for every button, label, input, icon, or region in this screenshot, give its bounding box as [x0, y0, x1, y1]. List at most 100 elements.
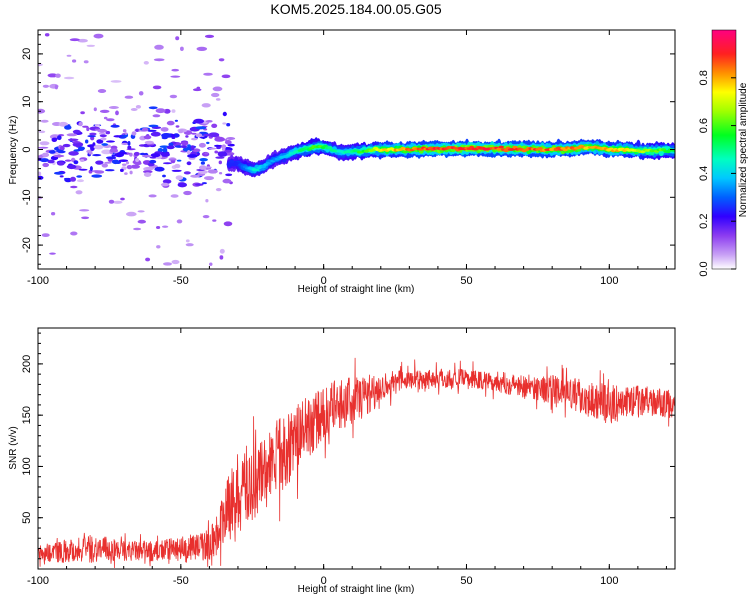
spectrogram-patch — [122, 129, 127, 133]
spectrogram-patch — [101, 149, 112, 155]
spectrogram-patch — [149, 159, 157, 164]
spectrogram-patch — [47, 159, 55, 164]
spectrogram-patch — [99, 132, 106, 135]
colorbar-ticks: 0.0 0.2 0.4 0.6 0.8 — [698, 70, 736, 277]
spectrogram-patch — [178, 130, 183, 134]
spectrogram-patch — [170, 75, 181, 78]
spectrogram-patch — [214, 136, 225, 142]
spectrogram-patch — [175, 36, 180, 41]
spectrogram-ridge-segment — [254, 168, 260, 172]
spectrogram-patch — [93, 107, 97, 112]
colorbar-gradient — [711, 29, 737, 270]
spectrogram-patch — [48, 150, 56, 154]
spectrogram-patch — [150, 153, 161, 158]
spectrogram-patch — [226, 137, 236, 140]
spectrogram-patch — [121, 142, 129, 145]
spectrogram-patch — [42, 84, 50, 88]
spectrogram-patch — [103, 116, 108, 120]
spectrogram-patch — [218, 160, 222, 165]
spectrogram-patch — [147, 129, 157, 132]
spectrogram-patch — [222, 178, 232, 184]
spectrogram-patch — [41, 233, 50, 238]
colorbar: 0.0 0.2 0.4 0.6 0.8 Normalized spectral ampl… — [698, 29, 749, 277]
spectrogram-patch — [87, 135, 97, 138]
spectrogram-patch — [166, 120, 175, 126]
spectrogram-patch — [222, 122, 227, 125]
spectrogram-patch — [39, 141, 50, 146]
spectrogram-patch — [214, 150, 218, 154]
spectrogram-patch — [222, 111, 227, 117]
spectrogram-patch — [212, 86, 223, 92]
spectrogram-patch — [177, 182, 187, 188]
spectrogram-patch — [219, 255, 224, 260]
spectrogram-patch — [79, 209, 90, 212]
spectrogram-x-axis-label: Height of straight line (km) — [298, 284, 415, 295]
spectrogram-patch — [80, 159, 85, 162]
spectrogram-patch — [71, 141, 81, 144]
spectrogram-patch — [190, 174, 200, 178]
spectrogram-patch — [38, 171, 42, 176]
spectrogram-patch — [223, 221, 233, 227]
snr-y-tick-label: 100 — [21, 457, 33, 475]
spectrogram-patch — [175, 125, 180, 128]
spectrogram-ridge-segment — [327, 146, 333, 150]
spectrogram-patch — [148, 194, 157, 198]
spectrogram-patch — [214, 144, 221, 147]
spectrogram-patch — [203, 72, 213, 76]
colorbar-tick-label: 0.4 — [698, 166, 710, 181]
spectrogram-patch — [97, 89, 107, 93]
spectrogram-patch — [188, 157, 196, 160]
spectrogram-patch — [120, 197, 125, 201]
spectrogram-patch — [47, 73, 58, 78]
spectrogram-patch — [185, 135, 189, 138]
spectrogram-patch — [124, 132, 128, 135]
spectrogram-patch — [77, 179, 84, 183]
chart-title: KOM5.2025.184.00.05.G05 — [270, 1, 441, 17]
spectrogram-patch — [150, 131, 161, 137]
spectrogram-patch — [105, 130, 111, 135]
spectrogram-patch — [90, 146, 95, 152]
spectrogram-patch — [180, 46, 184, 51]
spectrogram-patch — [219, 248, 225, 254]
spectrogram-patch — [225, 152, 235, 156]
spectrogram-patch — [169, 94, 178, 99]
snr-y-axis-label: SNR (v/v) — [8, 426, 19, 469]
spectrogram-patch — [204, 176, 214, 181]
spectrogram-patch — [92, 154, 102, 157]
spectrogram-x-tick-label: -100 — [27, 275, 49, 287]
spectrogram-patch — [162, 174, 166, 178]
spectrogram-patch — [95, 160, 104, 165]
spectrogram-patch — [186, 150, 191, 155]
spectrogram-patch — [118, 159, 129, 162]
spectrogram-patch — [148, 106, 158, 110]
spectrogram-patch — [225, 173, 233, 177]
spectrogram-y-ticks: -20 -10 0 10 20 — [21, 34, 675, 265]
spectrogram-patch — [97, 128, 107, 133]
spectrogram-patch — [99, 134, 107, 138]
spectrogram-patch — [195, 183, 204, 186]
spectrogram-patch — [69, 38, 80, 42]
spectrogram-patch — [110, 124, 120, 128]
colorbar-label: Normalized spectral amplitude — [738, 82, 749, 217]
spectrogram-ridge-segment — [498, 145, 504, 149]
spectrogram-patch — [127, 145, 132, 150]
spectrogram-patch — [176, 159, 182, 162]
spectrogram-patch — [63, 76, 75, 80]
spectrogram-patch — [76, 175, 83, 178]
spectrogram-patch — [38, 146, 49, 149]
spectrogram-patch — [53, 154, 65, 158]
spectrogram-patch — [66, 164, 77, 170]
spectrogram-patch — [199, 158, 208, 162]
spectrogram-patch — [59, 145, 65, 151]
spectrogram-patch — [108, 106, 119, 109]
spectrogram-patch — [198, 170, 208, 174]
spectrogram-patch — [72, 129, 81, 134]
spectrogram-patch — [137, 210, 145, 213]
spectrogram-patch — [101, 143, 108, 146]
spectrogram-patch — [196, 46, 208, 52]
spectrogram-patch — [185, 243, 194, 247]
snr-x-tick-label: 100 — [600, 575, 618, 587]
spectrogram-patch — [112, 200, 123, 204]
spectrogram-ridge-segment — [503, 148, 509, 153]
spectrogram-patch — [64, 125, 72, 130]
